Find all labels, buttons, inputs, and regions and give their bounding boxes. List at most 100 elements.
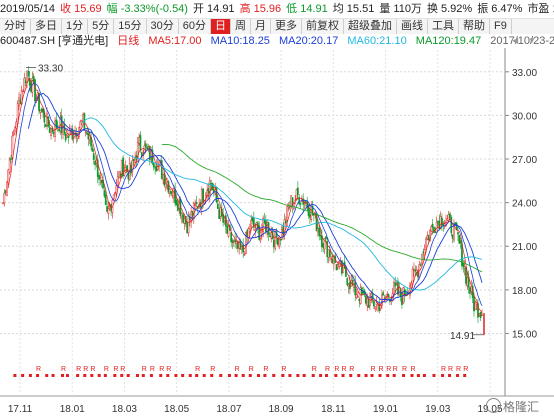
event-marker-dot — [422, 374, 426, 377]
event-marker-dot — [126, 374, 130, 377]
event-marker-dot — [357, 374, 361, 377]
candle-body — [119, 173, 122, 178]
quote-field-3: 开 14.91 — [192, 3, 235, 15]
quote-field-1: 收 15.69 — [60, 3, 102, 15]
candle-body — [325, 236, 327, 240]
candle-body — [210, 182, 212, 185]
period-button-0[interactable]: 分时 — [0, 19, 31, 34]
candle-body — [92, 153, 95, 160]
period-button-13[interactable]: 画线 — [397, 19, 428, 34]
event-marker-dot — [296, 374, 300, 377]
candle-body — [116, 176, 119, 186]
candle-body — [355, 294, 358, 299]
candle-body — [106, 206, 108, 212]
candle-body — [481, 314, 483, 317]
price-axis: 33.00 30.00 27.00 24.00 21.00 18.00 15.00 — [505, 68, 537, 340]
candle-body — [126, 165, 128, 172]
period-button-2[interactable]: 1分 — [62, 19, 89, 34]
candle-body — [15, 121, 18, 129]
candle-body — [207, 188, 210, 194]
event-marker-dot — [202, 374, 206, 377]
y-tick-label: 30.00 — [512, 111, 537, 122]
event-marker-dot — [103, 374, 107, 377]
candle-body — [362, 291, 365, 294]
period-button-16[interactable]: F9 — [490, 19, 512, 34]
event-marker-dot — [402, 374, 406, 377]
quote-field-5: 低 14.91 — [286, 3, 328, 15]
candle-body — [164, 183, 167, 189]
candle-body — [426, 235, 429, 240]
event-marker-r: R — [159, 366, 164, 373]
event-marker-r: R — [166, 366, 171, 373]
candle-body — [450, 217, 453, 234]
candle-body — [63, 123, 66, 134]
candle-body — [6, 181, 8, 196]
period-button-3[interactable]: 5分 — [88, 19, 115, 34]
event-marker-r: R — [120, 366, 125, 373]
candle-body — [55, 119, 58, 129]
candle-body — [62, 122, 64, 135]
candle-body — [118, 171, 120, 178]
event-marker-r: R — [341, 366, 346, 373]
candle-body — [223, 218, 226, 221]
event-marker-dot — [416, 374, 420, 377]
kline-chart[interactable]: 33.00 30.00 27.00 24.00 21.00 18.00 15.00 17.1… — [0, 48, 554, 416]
candle-body — [155, 166, 158, 172]
event-marker-r: R — [90, 366, 95, 373]
candle-body — [349, 282, 351, 290]
candle-body — [414, 269, 417, 272]
candle-body — [171, 194, 174, 197]
period-button-10[interactable]: 更多 — [271, 19, 302, 34]
event-marker-dot — [28, 374, 32, 377]
candle-body — [478, 313, 481, 316]
event-marker-r: R — [334, 366, 339, 373]
candle-body — [72, 135, 75, 138]
candle-body — [240, 246, 243, 250]
candle-body — [260, 229, 263, 235]
candle-body — [147, 146, 150, 148]
stock-code-label: 600487.SH [亨通光电] — [0, 35, 109, 47]
period-button-4[interactable]: 15分 — [114, 19, 147, 34]
candle-body — [346, 278, 349, 286]
candle-body — [366, 297, 369, 307]
candle-body — [122, 157, 124, 177]
event-marker-r: R — [456, 366, 461, 373]
candle-body — [252, 218, 255, 228]
candle-body — [66, 134, 68, 138]
event-marker-dot — [76, 374, 80, 377]
period-button-5[interactable]: 30分 — [147, 19, 179, 34]
period-toolbar: 分时 多日 1分 5分 15分 30分 60分日周月更多 前复权 超级叠加 画线 工具 帮助 F9 — [0, 18, 554, 35]
event-marker-dot — [21, 374, 25, 377]
period-button-12[interactable]: 超级叠加 — [344, 19, 397, 34]
candle-body — [322, 243, 325, 248]
period-button-7[interactable]: 日 — [211, 19, 231, 34]
event-marker-dot — [166, 374, 170, 377]
candle-body — [34, 79, 36, 102]
event-marker-dot — [83, 374, 87, 377]
candle-body — [191, 210, 194, 218]
y-tick-label: 33.00 — [512, 68, 537, 79]
candle-body — [462, 263, 465, 267]
candle-body — [423, 249, 426, 256]
scroll-right-icon[interactable]: ▼ — [528, 36, 536, 45]
period-button-8[interactable]: 周 — [231, 19, 251, 34]
candle-body — [401, 297, 403, 305]
scroll-left-icon[interactable]: ◀ — [512, 36, 519, 45]
period-button-6[interactable]: 60分 — [179, 19, 211, 34]
candle-body — [370, 292, 373, 297]
period-button-9[interactable]: 月 — [251, 19, 271, 34]
candle-body — [479, 312, 482, 318]
period-button-11[interactable]: 前复权 — [302, 19, 344, 34]
candle-body — [466, 277, 469, 287]
candle-body — [202, 188, 204, 203]
event-marker-dot — [281, 374, 285, 377]
candle-body — [154, 167, 156, 169]
period-button-15[interactable]: 帮助 — [459, 19, 490, 34]
event-marker-dot — [241, 374, 245, 377]
candle-body — [285, 220, 287, 224]
candle-body — [247, 228, 250, 238]
event-marker-dot — [174, 374, 178, 377]
period-button-1[interactable]: 多日 — [31, 19, 62, 34]
period-button-14[interactable]: 工具 — [428, 19, 459, 34]
candle-body — [381, 294, 383, 306]
